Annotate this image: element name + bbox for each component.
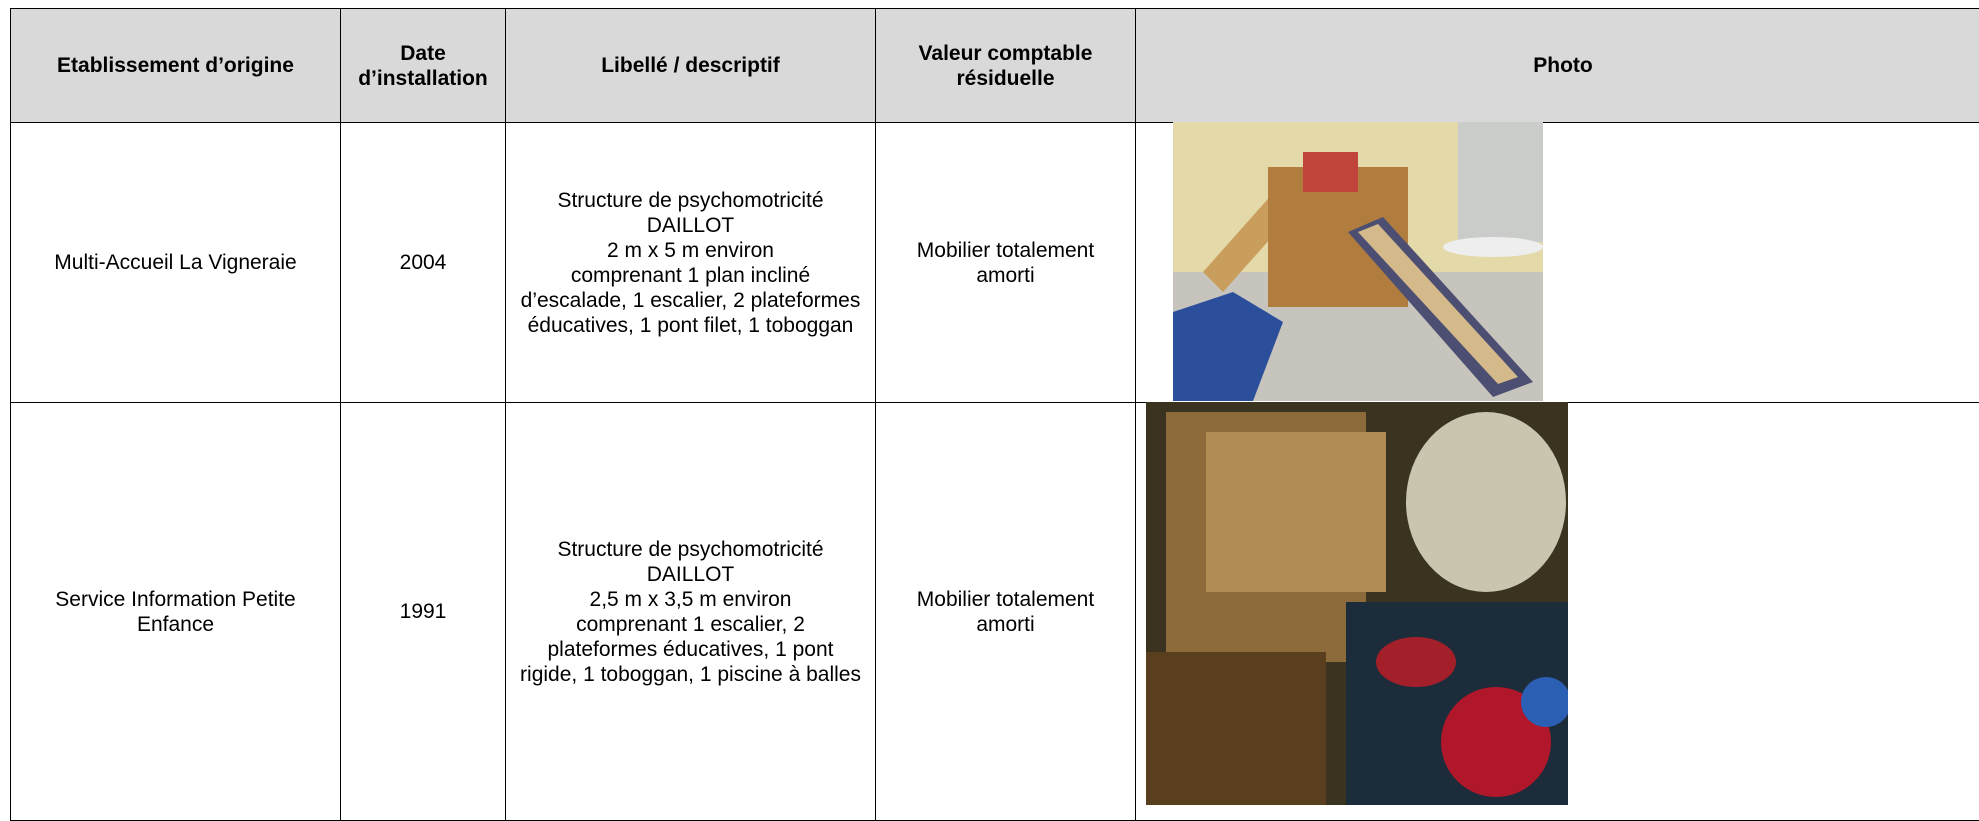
cell-text: rigide, 1 toboggan, 1 piscine à balles <box>520 662 861 686</box>
header-cell: Etablissement d’origine <box>10 8 341 123</box>
cell-text: Mobilier totalement <box>916 587 1095 611</box>
table-cell: 2004 <box>340 122 506 403</box>
header-text: Libellé / descriptif <box>601 54 780 77</box>
cell-text: DAILLOT <box>646 562 735 586</box>
header-text: Photo <box>1533 54 1593 77</box>
photo-playground <box>1173 122 1543 401</box>
table-cell: Multi-Accueil La Vigneraie <box>10 122 341 403</box>
header-text: Date <box>400 41 446 65</box>
cell-text: 2004 <box>399 251 447 274</box>
header-cell: Date d’installation <box>340 8 506 123</box>
header-text: Etablissement d’origine <box>57 54 294 77</box>
header-text: Valeur comptable <box>918 41 1093 65</box>
table-cell: Mobilier totalement amorti <box>875 122 1136 403</box>
table-cell: Service Information Petite Enfance <box>10 402 341 821</box>
cell-text: amorti <box>976 263 1035 287</box>
cell-text: amorti <box>976 612 1035 636</box>
cell-text: Multi-Accueil La Vigneraie <box>54 251 297 274</box>
table-cell: 1991 <box>340 402 506 821</box>
header-text: résiduelle <box>956 66 1055 90</box>
cell-text: Structure de psychomotricité <box>557 188 824 212</box>
cell-text: d’escalade, 1 escalier, 2 plateformes <box>520 288 861 312</box>
table-cell: Mobilier totalement amorti <box>875 402 1136 821</box>
header-cell: Libellé / descriptif <box>505 8 876 123</box>
cell-text: Mobilier totalement <box>916 238 1095 262</box>
table-cell: Structure de psychomotricité DAILLOT 2 m x… <box>505 122 876 403</box>
header-cell: Valeur comptable résiduelle <box>875 8 1136 123</box>
cell-text: DAILLOT <box>646 213 735 237</box>
cell-text: éducatives, 1 pont filet, 1 toboggan <box>527 313 854 337</box>
cell-text: Structure de psychomotricité <box>557 537 824 561</box>
table-cell: Structure de psychomotricité DAILLOT 2,5 m… <box>505 402 876 821</box>
header-cell: Photo <box>1135 8 1979 123</box>
cell-text: comprenant 1 plan incliné <box>570 263 811 287</box>
cell-text: Enfance <box>136 612 215 636</box>
cell-text: 2,5 m x 3,5 m environ <box>589 587 792 611</box>
photo-ball-pit <box>1146 402 1568 805</box>
cell-text: plateformes éducatives, 1 pont <box>547 637 834 661</box>
header-text: d’installation <box>358 66 488 90</box>
cell-text: 2 m x 5 m environ <box>607 238 774 262</box>
cell-text: 1991 <box>399 600 447 623</box>
cell-text: comprenant 1 escalier, 2 <box>576 612 805 636</box>
cell-text: Service Information Petite <box>55 587 296 611</box>
